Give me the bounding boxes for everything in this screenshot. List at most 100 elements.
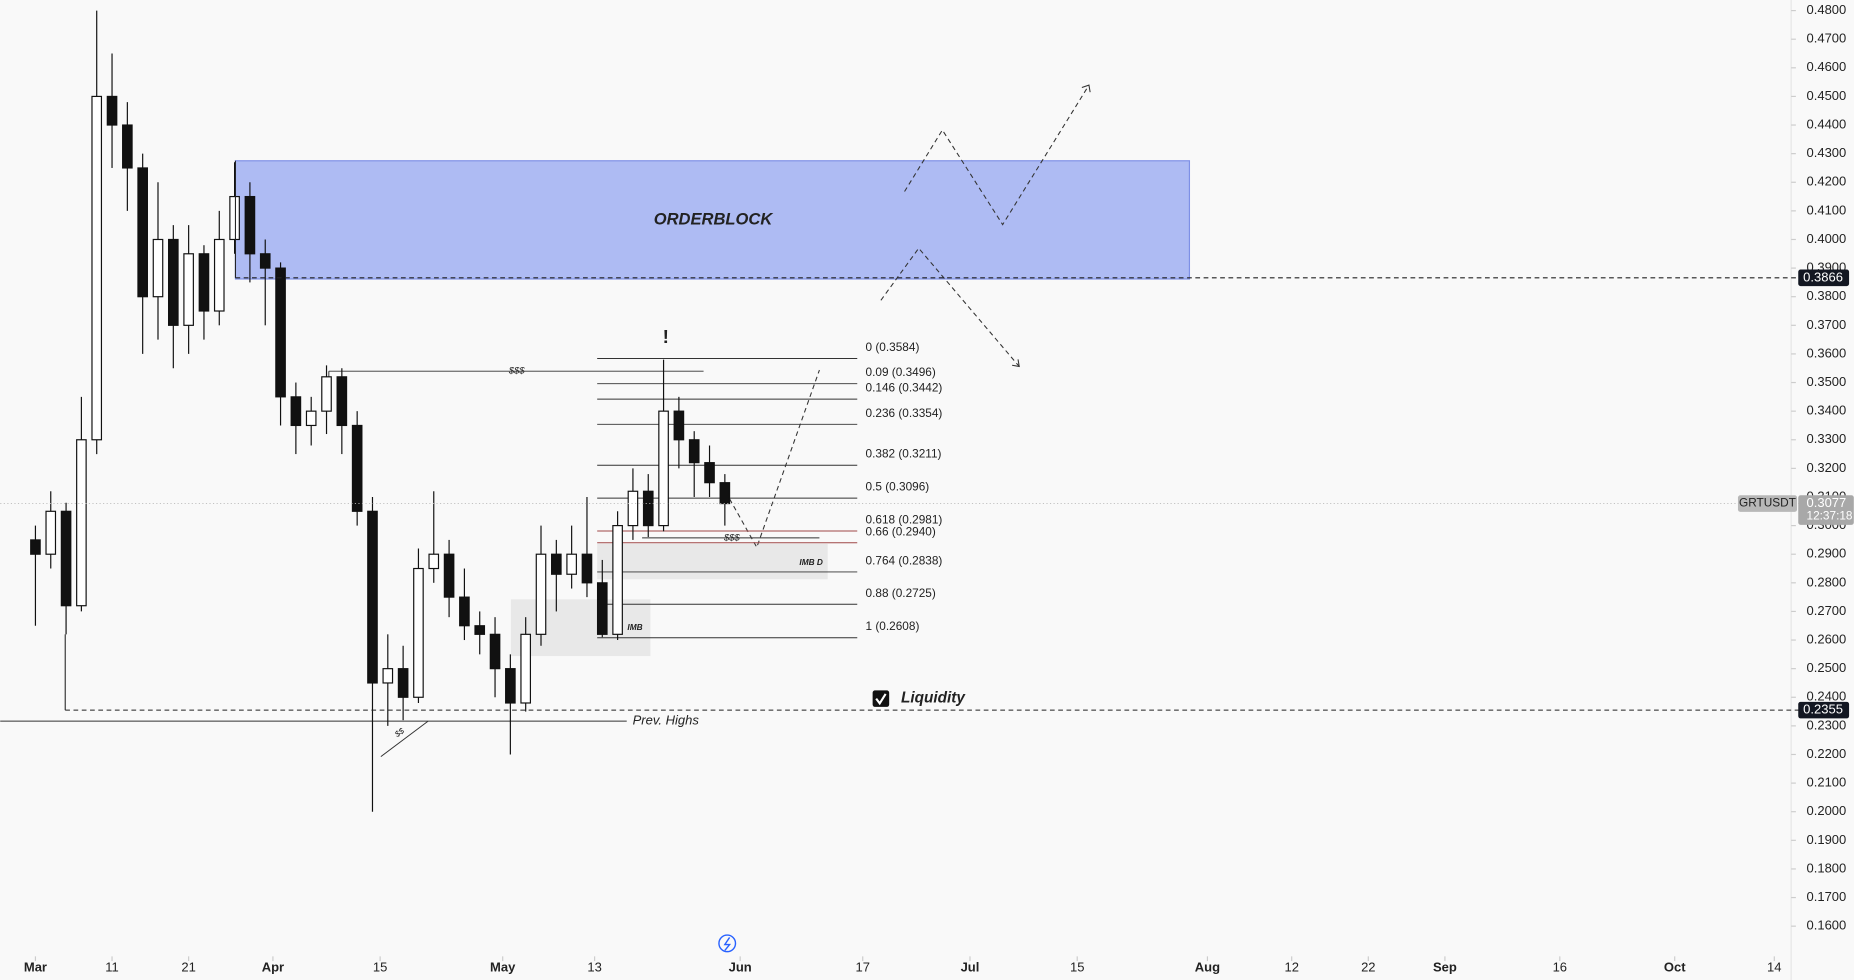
y-tick-label: 0.3200: [1807, 460, 1847, 475]
symbol-label: GRTUSDT: [1739, 496, 1796, 510]
x-tick-label: 21: [181, 960, 195, 975]
fib-label: 0.88 (0.2725): [866, 586, 936, 600]
candle-body: [459, 596, 470, 627]
candle-body: [489, 633, 501, 670]
y-tick-label: 0.4100: [1807, 202, 1847, 217]
y-tick-label: 0.3300: [1807, 431, 1847, 446]
projection-path: [904, 84, 1090, 226]
checkbox[interactable]: [872, 690, 890, 707]
x-tick-label: Jun: [729, 960, 752, 975]
x-tick-label: 22: [1361, 960, 1375, 975]
candle-body: [259, 253, 271, 269]
candle-body: [60, 510, 72, 607]
candle-body: [658, 410, 669, 527]
y-tick-label: 0.3600: [1807, 345, 1847, 360]
y-tick-label: 0.1600: [1807, 918, 1847, 933]
y-tick-label: 0.2200: [1807, 746, 1847, 761]
candle-body: [612, 525, 623, 635]
candle-body: [321, 376, 332, 412]
candle-body: [183, 253, 194, 326]
y-tick-label: 0.4200: [1807, 174, 1847, 189]
y-tick-label: 0.3800: [1807, 288, 1847, 303]
candle-body: [413, 567, 424, 698]
candle-body: [382, 668, 394, 684]
imbalance-label: IMB: [627, 623, 642, 632]
y-tick-label: 0.3700: [1807, 317, 1847, 332]
y-tick-label: 0.4400: [1807, 116, 1847, 131]
candle-body: [566, 553, 577, 575]
fib-label: 0.382 (0.3211): [866, 447, 942, 461]
y-tick-label: 0.2400: [1807, 689, 1847, 704]
checkmark: [875, 693, 887, 706]
prev-highs-label: Prev. Highs: [633, 713, 700, 728]
x-tick-label: 11: [105, 960, 119, 975]
fib-label: 0 (0.3584): [866, 340, 920, 354]
candle-body: [704, 462, 715, 484]
candle-body: [673, 410, 685, 441]
price-tag: [1798, 269, 1850, 287]
fib-label: 0.236 (0.3354): [866, 406, 943, 420]
candle-body: [91, 95, 103, 441]
fib-label: 0.5 (0.3096): [866, 480, 930, 494]
x-tick-label: Mar: [24, 960, 47, 975]
x-tick-label: 16: [1553, 960, 1567, 975]
y-tick-label: 0.1700: [1807, 889, 1847, 904]
fib-label: 0.09 (0.3496): [866, 365, 936, 379]
candle-body: [596, 582, 608, 635]
liquidity-label: $$$: [723, 532, 740, 543]
y-tick-label: 0.4300: [1807, 145, 1847, 160]
candle-body: [642, 490, 654, 527]
orderblock-zone: [234, 160, 1191, 280]
y-tick-label: 0.4500: [1807, 88, 1847, 103]
candle-body: [719, 482, 731, 505]
orderblock-label: ORDERBLOCK: [654, 209, 774, 228]
fib-label: 0.618 (0.2981): [866, 513, 943, 527]
price-tag: [1798, 701, 1850, 719]
last-price-label: 0.3077: [1807, 495, 1847, 510]
x-tick-label: Aug: [1195, 960, 1220, 975]
y-tick-label: 0.2700: [1807, 603, 1847, 618]
candle-body: [551, 553, 562, 575]
candle-body: [351, 424, 363, 512]
price-tag-label: 0.2355: [1803, 702, 1843, 717]
y-tick-label: 0.1900: [1807, 832, 1847, 847]
candle-body: [137, 167, 148, 298]
candle-body: [76, 439, 87, 607]
x-tick-label: 13: [587, 960, 601, 975]
fib-label: 1 (0.2608): [866, 619, 920, 633]
liquidity-title: Liquidity: [901, 690, 966, 707]
candle-body: [122, 124, 133, 169]
liquidity-sweep: [380, 720, 429, 757]
y-tick-label: 0.2300: [1807, 717, 1847, 732]
logo: [723, 937, 732, 951]
candle-body: [229, 195, 240, 241]
y-tick-label: 0.2800: [1807, 574, 1847, 589]
fib-label: 0.764 (0.2838): [866, 553, 943, 567]
last-price-tag: [1798, 495, 1854, 525]
logo: [718, 934, 737, 953]
candle-body: [443, 553, 455, 598]
candle-body: [336, 376, 348, 427]
projection-path: [729, 369, 820, 549]
candle-body: [505, 668, 516, 704]
arrow-head: [1012, 359, 1020, 368]
price-tag-label: 0.3866: [1803, 269, 1843, 284]
y-tick-label: 0.4800: [1807, 2, 1847, 17]
y-tick-label: 0.2500: [1807, 660, 1847, 675]
y-tick-label: 0.2900: [1807, 546, 1847, 561]
y-tick-label: 0.4000: [1807, 231, 1847, 246]
fib-label: 0.146 (0.3442): [866, 381, 943, 395]
y-tick-label: 0.2000: [1807, 803, 1847, 818]
x-tick-label: 17: [855, 960, 869, 975]
x-tick-label: 15: [1070, 960, 1084, 975]
candle-body: [305, 410, 317, 427]
x-tick-label: Oct: [1664, 960, 1686, 975]
x-tick-label: Sep: [1433, 960, 1457, 975]
arrow-head: [1081, 84, 1091, 93]
y-tick-label: 0.3500: [1807, 374, 1847, 389]
x-tick-label: Jul: [961, 960, 980, 975]
y-tick-label: 0.4600: [1807, 59, 1847, 74]
y-tick-label: 0.1800: [1807, 860, 1847, 875]
